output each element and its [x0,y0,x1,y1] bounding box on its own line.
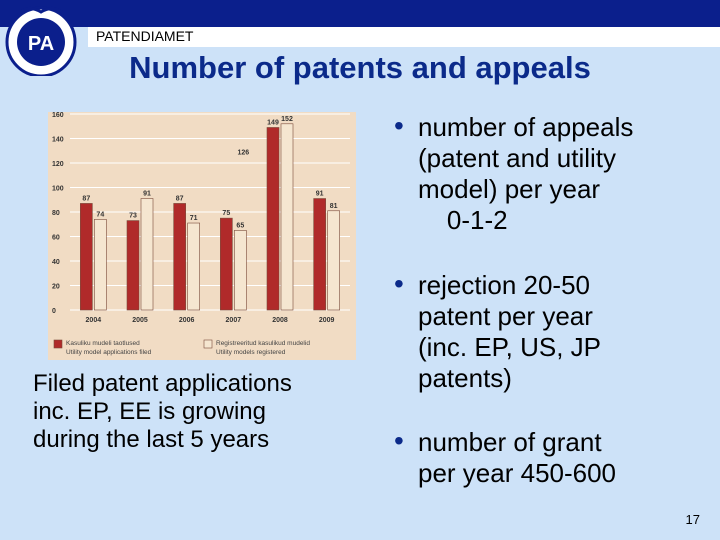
data-label: 65 [236,222,244,229]
data-label: 75 [222,210,230,217]
bar [80,203,93,311]
x-tick-label: 2007 [226,317,242,324]
data-label: 81 [330,203,338,210]
x-tick-label: 2009 [319,317,335,324]
top-bar [0,0,720,27]
bullet-line: model) per year [418,174,601,204]
bar [266,127,280,311]
legend-label: Kasuliku mudeli taotlused [66,340,140,347]
x-tick-label: 2008 [272,317,288,324]
data-label: 74 [96,211,104,218]
bullet-line: 0-1-2 [418,205,508,235]
bullet-rejection: • rejection 20-50 patent per year (inc. … [394,268,602,394]
bullet-appeals: • number of appeals (patent and utility … [394,110,634,236]
y-tick-label: 20 [52,284,60,291]
bullet-dot: • [394,268,404,299]
bar [126,220,140,311]
bullet-line: number of appeals [418,112,634,142]
bar [327,210,340,311]
left-caption: Filed patent applications inc. EP, EE is… [33,370,403,454]
data-label: 91 [143,191,151,198]
bullet-line: patents) [418,363,512,393]
data-label: 71 [190,215,198,222]
bullet-line: patent per year [418,301,593,331]
data-label: 87 [176,195,184,202]
bar [173,203,186,311]
bullet-dot: • [394,425,404,456]
bullet-line: number of grant [418,427,602,457]
bar [313,198,326,311]
legend-label: Utility model applications filed [66,349,152,356]
y-tick-label: 120 [52,161,64,168]
data-label: 149 [267,119,279,126]
org-bar [88,27,720,47]
bullet-grant: • number of grant per year 450-600 [394,425,617,489]
left-caption-line: Filed patent applications [33,370,292,397]
y-tick-label: 100 [52,186,64,193]
bar [187,222,200,311]
legend-swatch [53,339,63,349]
x-tick-label: 2005 [132,317,148,324]
bullet-line: (inc. EP, US, JP [418,332,602,362]
legend-label: Utility models registered [216,349,286,356]
logo: PA [5,6,77,76]
x-tick-label: 2004 [86,317,102,324]
y-tick-label: 60 [52,235,60,242]
y-tick-label: 0 [52,308,56,315]
legend-swatch [203,339,213,349]
left-caption-line: inc. EP, EE is growing [33,398,267,425]
bar [280,123,294,311]
bullet-line: rejection 20-50 [418,270,590,300]
bar [220,217,233,311]
data-label: 126 [237,150,249,157]
data-label: 152 [281,116,293,123]
y-tick-label: 140 [52,137,64,144]
bar-chart: 0 20 40 60 80 100 120 140 160 87 74 2004 73 91 2005 87 7… [48,112,356,360]
bar [94,219,107,311]
logo-letters: PA [28,33,54,55]
slide-title: Number of patents and appeals [129,50,591,85]
bullet-line: per year 450-600 [418,458,617,488]
bar [140,198,154,311]
y-tick-label: 80 [52,210,60,217]
x-tick-label: 2006 [179,317,195,324]
slide-number: 17 [685,512,700,527]
bar [234,230,247,311]
left-caption-line: during the last 5 years [33,426,270,453]
data-label: 87 [82,195,90,202]
bullet-dot: • [394,110,404,141]
data-label: 73 [129,213,137,220]
legend-label: Registreeritud kasulikud mudelid [216,340,310,347]
data-label: 91 [316,191,324,198]
y-tick-label: 160 [52,112,64,119]
org-name: PATENDIAMET [96,28,194,44]
y-tick-label: 40 [52,259,60,266]
bullet-line: (patent and utility [418,143,617,173]
